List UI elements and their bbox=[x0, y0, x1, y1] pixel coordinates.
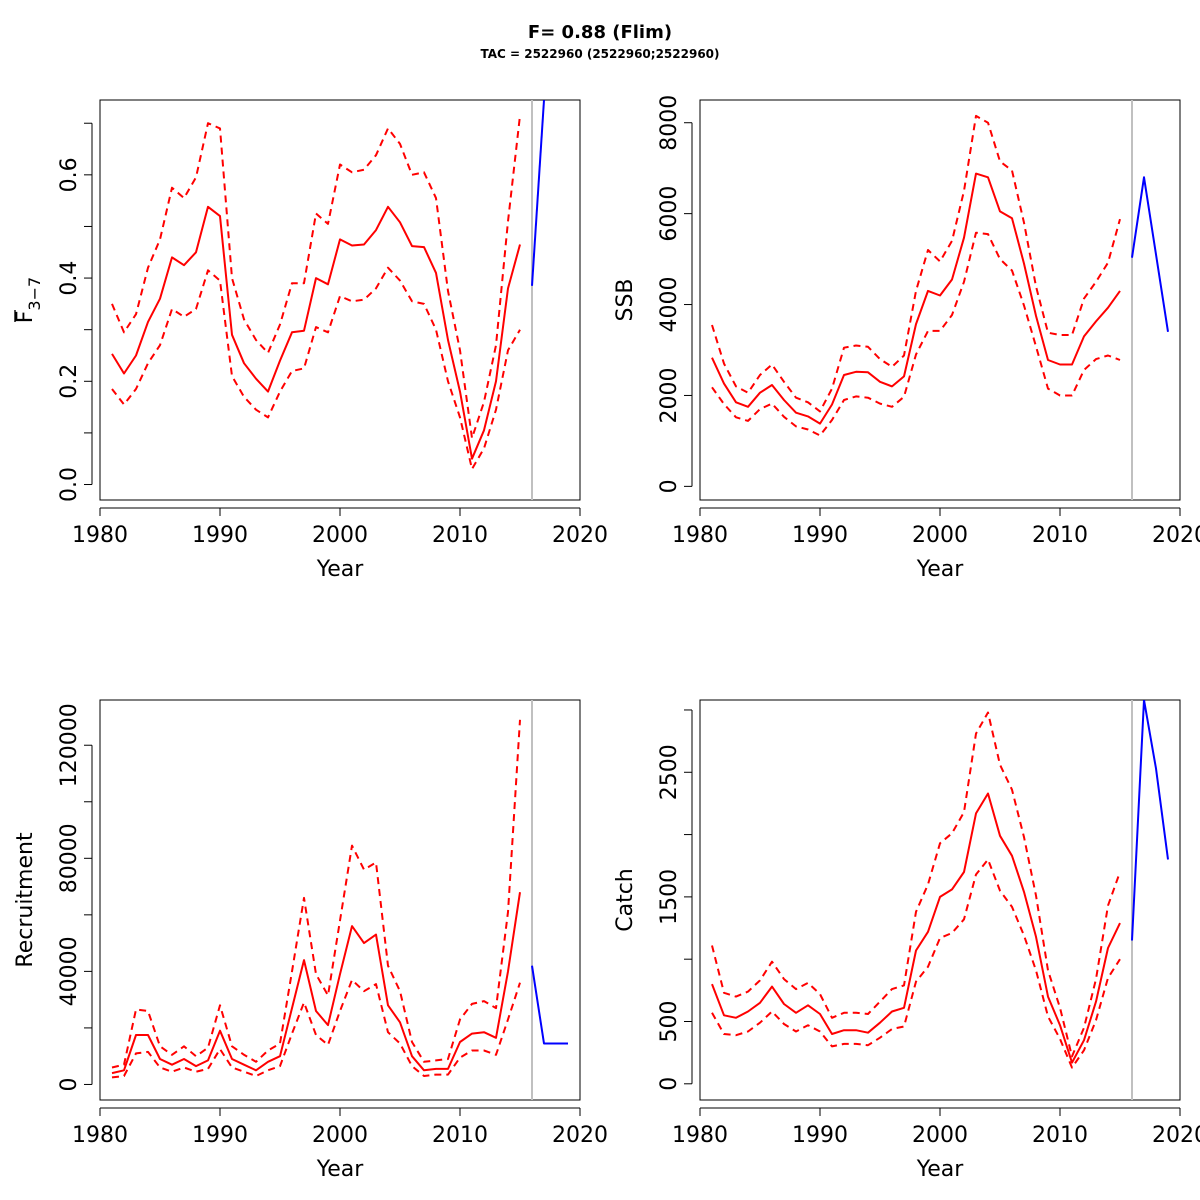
fbar-x-axis-label: Year bbox=[316, 557, 365, 582]
figure-title: F= 0.88 (Flim) bbox=[527, 22, 673, 43]
catch-y-tick-label: 500 bbox=[657, 1000, 682, 1042]
recruitment-x-tick-label: 2020 bbox=[552, 1123, 608, 1148]
ssb-y-tick-label: 4000 bbox=[657, 277, 682, 333]
ssb-plot-frame bbox=[699, 99, 1181, 501]
fbar-panel: 1980 1990 2000 2010 2020 Year 0.0 0.2 0.4 0.6 F3−7 bbox=[13, 99, 608, 582]
ssb-y-tick-label: 6000 bbox=[657, 186, 682, 242]
recruitment-lower-line bbox=[111, 978, 521, 1079]
recruitment-plot-frame bbox=[99, 699, 581, 1101]
recruitment-y-tick-label: 120000 bbox=[57, 703, 82, 787]
catch-panel: 1980 1990 2000 2010 2020 Year 0 500 1500 2500 Catc… bbox=[613, 699, 1200, 1182]
catch-x-tick-label: 1980 bbox=[672, 1123, 728, 1148]
recruitment-x-tick-label: 1990 bbox=[192, 1123, 248, 1148]
ssb-y-tick-label: 8000 bbox=[657, 95, 682, 151]
catch-x-tick-label: 2020 bbox=[1152, 1123, 1200, 1148]
ssb-lower-line bbox=[711, 231, 1121, 437]
catch-y-tick-label: 0 bbox=[657, 1077, 682, 1091]
catch-y-tick-label: 1500 bbox=[657, 869, 682, 925]
ssb-panel: 1980 1990 2000 2010 2020 Year 0 2000 4000 6000 800… bbox=[613, 95, 1200, 582]
ssb-y-axis-label: SSB bbox=[613, 278, 638, 321]
ssb-forecast-line bbox=[1131, 176, 1169, 332]
fbar-y-tick-label: 0.0 bbox=[57, 467, 82, 502]
recruitment-x-axis-label: Year bbox=[316, 1157, 365, 1182]
recruitment-y-tick-label: 0 bbox=[57, 1077, 82, 1091]
recruitment-panel: 1980 1990 2000 2010 2020 Year 0 40000 80000 12000… bbox=[13, 699, 608, 1182]
catch-y-axis-label: Catch bbox=[613, 868, 638, 932]
fbar-series-group bbox=[111, 100, 545, 470]
recruitment-y-tick-label: 80000 bbox=[57, 823, 82, 893]
fbar-estimate-line bbox=[111, 205, 521, 460]
ssb-x-tick-label: 1990 bbox=[792, 523, 848, 548]
catch-x-tick-label: 2010 bbox=[1032, 1123, 1088, 1148]
fbar-upper-line bbox=[111, 115, 521, 440]
recruitment-x-tick-label: 1980 bbox=[72, 1123, 128, 1148]
fbar-x-tick-label: 1980 bbox=[72, 523, 128, 548]
ssb-upper-line bbox=[711, 114, 1121, 413]
recruitment-upper-line bbox=[111, 719, 521, 1069]
fbar-x-tick-label: 2010 bbox=[432, 523, 488, 548]
ssb-x-tick-label: 1980 bbox=[672, 523, 728, 548]
catch-x-tick-label: 2000 bbox=[912, 1123, 968, 1148]
fbar-forecast-line bbox=[531, 100, 545, 286]
catch-forecast-line bbox=[1131, 700, 1169, 941]
ssb-y-tick-label: 0 bbox=[657, 479, 682, 493]
recruitment-y-axis-label: Recruitment bbox=[13, 832, 38, 968]
figure-subtitle: TAC = 2522960 (2522960;2522960) bbox=[480, 47, 720, 61]
fbar-y-tick-label: 0.2 bbox=[57, 364, 82, 399]
recruitment-estimate-line bbox=[111, 892, 521, 1075]
recruitment-x-tick-label: 2000 bbox=[312, 1123, 368, 1148]
catch-y-tick-label: 2500 bbox=[657, 744, 682, 800]
ssb-x-tick-label: 2010 bbox=[1032, 523, 1088, 548]
catch-x-axis-label: Year bbox=[916, 1157, 965, 1182]
ssb-x-axis-label: Year bbox=[916, 557, 965, 582]
recruitment-series-group bbox=[111, 719, 568, 1079]
recruitment-forecast-line bbox=[531, 965, 568, 1045]
ssb-y-tick-label: 2000 bbox=[657, 367, 682, 423]
recruitment-y-tick-label: 40000 bbox=[57, 936, 82, 1006]
ssb-x-tick-label: 2020 bbox=[1152, 523, 1200, 548]
recruitment-x-tick-label: 2010 bbox=[432, 1123, 488, 1148]
fbar-x-tick-label: 2020 bbox=[552, 523, 608, 548]
catch-x-tick-label: 1990 bbox=[792, 1123, 848, 1148]
catch-lower-line bbox=[711, 858, 1121, 1069]
catch-estimate-line bbox=[711, 792, 1121, 1064]
ssb-series-group bbox=[711, 114, 1169, 437]
fbar-plot-frame bbox=[99, 99, 581, 501]
fbar-lower-line bbox=[111, 266, 521, 470]
ssb-estimate-line bbox=[711, 172, 1121, 425]
fbar-y-tick-label: 0.4 bbox=[57, 261, 82, 296]
fbar-y-axis-label: F3−7 bbox=[13, 277, 44, 323]
fbar-x-tick-label: 1990 bbox=[192, 523, 248, 548]
catch-series-group bbox=[711, 700, 1169, 1069]
fbar-x-tick-label: 2000 bbox=[312, 523, 368, 548]
catch-plot-frame bbox=[699, 699, 1181, 1101]
fbar-y-tick-label: 0.6 bbox=[57, 157, 82, 192]
ssb-x-tick-label: 2000 bbox=[912, 523, 968, 548]
catch-upper-line bbox=[711, 711, 1121, 1058]
